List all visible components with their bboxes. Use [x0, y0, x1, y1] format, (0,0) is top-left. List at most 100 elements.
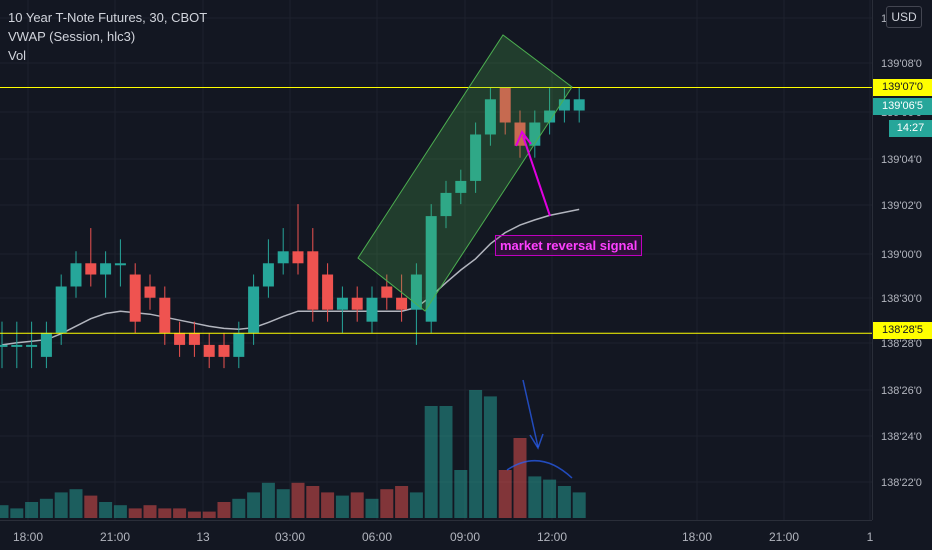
time-tick-label: 12:00: [537, 530, 567, 544]
volume-bar: [306, 486, 320, 518]
volume-indicator-label[interactable]: Vol: [8, 48, 27, 63]
candle: [218, 332, 230, 369]
candle: [277, 228, 289, 275]
candle-body: [114, 263, 126, 266]
volume-bar: [291, 482, 305, 518]
candle: [11, 321, 23, 369]
candle-body: [203, 344, 215, 357]
vwap-indicator-label[interactable]: VWAP (Session, hlc3): [8, 29, 136, 44]
volume-bar: [173, 508, 187, 518]
candle: [248, 274, 260, 345]
volume-bar: [69, 489, 83, 518]
time-tick-label: 18:00: [13, 530, 43, 544]
candle: [558, 87, 570, 123]
price-tick-label: 138'28'0: [881, 338, 922, 350]
time-tick-label: 13: [196, 530, 210, 544]
volume-bar: [321, 492, 335, 518]
annotation-arrow[interactable]: [515, 130, 551, 217]
volume-bar: [99, 502, 113, 518]
candle-body: [499, 87, 511, 123]
candle: [203, 332, 215, 369]
candle: [307, 228, 319, 322]
candle: [262, 239, 274, 298]
candle-body: [558, 99, 570, 111]
candle: [366, 286, 378, 333]
volume-bar: [187, 511, 201, 518]
candle-body: [26, 344, 38, 347]
market-reversal-note[interactable]: market reversal signal: [495, 235, 643, 256]
channel-rectangle[interactable]: [357, 34, 573, 312]
currency-button[interactable]: USD: [886, 6, 922, 28]
candle: [425, 204, 437, 333]
candle-body: [396, 297, 408, 310]
volume-bar: [39, 498, 53, 518]
price-tick-label: 139'00'0: [881, 249, 922, 261]
time-tick-label: 21:00: [769, 530, 799, 544]
candle-body: [159, 297, 171, 333]
volume-bar: [0, 505, 9, 518]
candle-body: [440, 192, 452, 217]
volume-bar: [261, 482, 275, 518]
volume-bar: [84, 495, 98, 518]
candle-body: [11, 344, 23, 347]
candle: [514, 110, 526, 158]
candle-body: [0, 344, 8, 347]
volume-bar: [10, 508, 24, 518]
volume-down-arrow[interactable]: [522, 379, 544, 450]
candle-body: [129, 274, 141, 322]
price-tick-label: 139'08'0: [881, 58, 922, 70]
volume-bar: [543, 479, 557, 518]
time-axis[interactable]: 18:00 21:00 13 03:00 06:00 09:00 12:00 18:00 21:…: [0, 520, 874, 545]
bar-countdown-timer: 14:27: [889, 120, 932, 137]
volume-bar: [572, 492, 586, 518]
volume-bar: [232, 498, 246, 518]
candle: [455, 169, 467, 205]
volume-bar: [513, 438, 527, 518]
candle-body: [307, 251, 319, 310]
candle: [100, 251, 112, 298]
candle-body: [144, 286, 156, 298]
candle: [351, 286, 363, 322]
volume-arc[interactable]: [506, 459, 573, 479]
candle: [55, 274, 67, 345]
candle-body: [425, 216, 437, 322]
chart-legend: 10 Year T-Note Futures, 30, CBOT VWAP (S…: [8, 8, 207, 65]
candle: [40, 321, 52, 369]
candle: [440, 180, 452, 229]
time-tick-label: 09:00: [450, 530, 480, 544]
candle: [129, 263, 141, 333]
candle: [336, 286, 348, 333]
candle: [573, 87, 585, 123]
candle: [114, 239, 126, 287]
candle-body: [470, 134, 482, 181]
candle-body: [366, 297, 378, 322]
volume-bar: [557, 486, 571, 518]
candle-body: [573, 99, 585, 111]
volume-bar: [380, 489, 394, 518]
candle-body: [410, 274, 422, 310]
volume-bar: [335, 495, 349, 518]
candle: [233, 321, 245, 369]
volume-bar: [202, 511, 216, 518]
price-axis[interactable]: 139'08'0139'06'0139'04'0139'02'0139'00'0…: [872, 0, 922, 520]
horizontal-levels[interactable]: [0, 87, 873, 334]
candle-body: [85, 263, 97, 275]
candle-body: [218, 344, 230, 357]
volume-bar: [113, 505, 127, 518]
candle: [174, 321, 186, 357]
volume-bar: [483, 396, 497, 518]
volume-bar: [143, 505, 157, 518]
symbol-title[interactable]: 10 Year T-Note Futures, 30, CBOT: [8, 10, 208, 25]
volume-bar: [276, 489, 290, 518]
upper-line-price-tag: 139'07'0: [873, 79, 932, 96]
time-tick-label: 21:00: [100, 530, 130, 544]
candle-body: [233, 332, 245, 357]
volume-bar: [439, 406, 453, 518]
candle-body: [277, 251, 289, 264]
candle: [322, 263, 334, 322]
candles: [0, 87, 585, 369]
time-tick-label: 18:00: [682, 530, 712, 544]
time-tick-label: 1: [867, 530, 874, 544]
volume-bar: [469, 390, 483, 518]
